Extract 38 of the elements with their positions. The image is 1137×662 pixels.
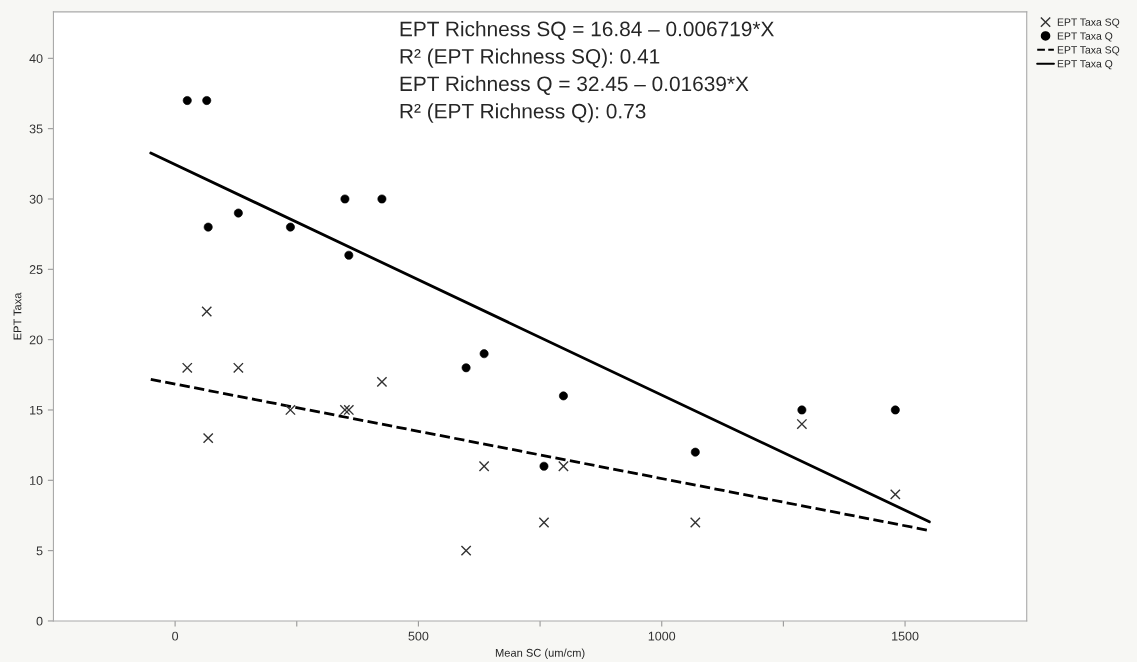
annotation: R² (EPT Richness Q): 0.73 bbox=[400, 103, 646, 123]
point bbox=[181, 362, 193, 374]
legend-label: EPT Taxa SQ bbox=[1057, 46, 1120, 56]
point bbox=[460, 545, 472, 556]
legend-label: EPT Taxa SQ bbox=[1057, 18, 1120, 28]
legend-label: EPT Taxa Q bbox=[1057, 60, 1113, 70]
point bbox=[343, 404, 355, 416]
legend-label: EPT Taxa Q bbox=[1057, 32, 1113, 42]
point bbox=[689, 517, 701, 528]
x-tick-label: 500 bbox=[408, 631, 429, 641]
y-tick-label: 25 bbox=[29, 265, 43, 274]
point bbox=[339, 404, 351, 416]
point bbox=[796, 418, 808, 430]
point bbox=[889, 489, 901, 500]
y-tick-label: 35 bbox=[29, 124, 43, 134]
y-tick-label: 15 bbox=[30, 405, 43, 415]
point bbox=[201, 306, 213, 317]
point bbox=[558, 460, 569, 472]
y-tick-label: 5 bbox=[36, 546, 43, 556]
annotation: R² (EPT Richness SQ): 0.41 bbox=[400, 48, 660, 68]
point bbox=[478, 460, 490, 472]
x-tick-label: 1000 bbox=[648, 631, 676, 641]
x-tick-label: 1500 bbox=[892, 631, 919, 641]
annotation: EPT Richness Q = 32.45 – 0.01639*X bbox=[400, 75, 749, 95]
y-tick-label: 30 bbox=[29, 194, 43, 204]
x-axis-title: Mean SC (um/cm) bbox=[495, 648, 585, 659]
y-tick-label: 40 bbox=[29, 54, 43, 63]
point bbox=[376, 376, 388, 388]
y-axis-title: EPT Taxa bbox=[13, 292, 22, 340]
y-tick-label: 20 bbox=[29, 335, 43, 345]
point bbox=[202, 432, 214, 444]
y-tick-label: 10 bbox=[30, 476, 43, 485]
x-tick-label: 0 bbox=[172, 631, 179, 641]
point bbox=[285, 404, 296, 416]
y-tick-label: 0 bbox=[36, 616, 43, 626]
point bbox=[538, 517, 550, 528]
point bbox=[233, 362, 244, 374]
annotation: EPT Richness SQ = 16.84 – 0.006719*X bbox=[400, 21, 774, 41]
